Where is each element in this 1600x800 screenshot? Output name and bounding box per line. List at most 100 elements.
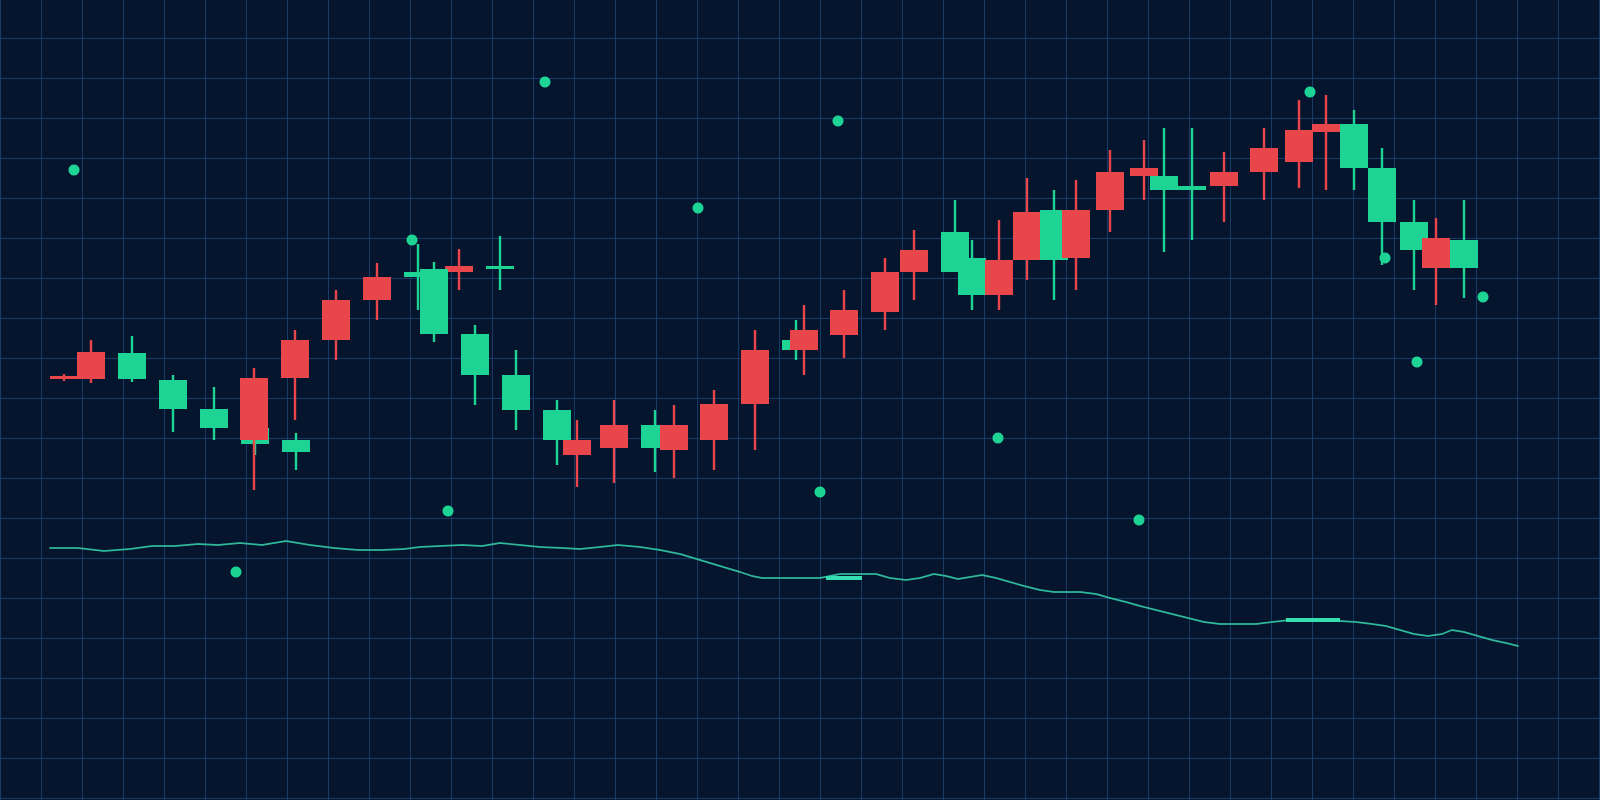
candle-body[interactable] [660,425,688,450]
candlestick[interactable] [1250,128,1278,200]
signal-dot [832,115,844,127]
signal-dot [68,164,80,176]
candlestick[interactable] [563,420,591,487]
signal-dot [442,505,454,517]
candle-body[interactable] [900,250,928,272]
candlestick[interactable] [1285,100,1313,188]
candlestick[interactable] [281,330,309,420]
candlestick[interactable] [985,220,1013,310]
candle-body[interactable] [830,310,858,335]
candle-body[interactable] [871,272,899,312]
candlestick[interactable] [871,258,899,330]
candlestick[interactable] [1340,110,1368,190]
candlestick[interactable] [1096,150,1124,232]
candlestick[interactable] [600,400,628,483]
candlestick[interactable] [77,340,105,383]
candlestick[interactable] [322,290,350,360]
candlestick[interactable] [830,290,858,358]
candle-body[interactable] [77,352,105,379]
candlestick[interactable] [1150,128,1178,252]
candle-body[interactable] [1210,172,1238,186]
signal-dot [1133,514,1145,526]
candle-body[interactable] [322,300,350,340]
candle-body[interactable] [1450,240,1478,268]
signal-dot [692,202,704,214]
candle-body[interactable] [1130,168,1158,176]
candlestick[interactable] [486,236,514,290]
candle-body[interactable] [159,380,187,409]
signal-dot [1477,291,1489,303]
candlestick[interactable] [1062,180,1090,290]
candlestick[interactable] [282,433,310,470]
signal-dot [406,234,418,246]
candle-body[interactable] [700,404,728,440]
candle-body[interactable] [445,266,473,272]
signal-dot [992,432,1004,444]
candlestick[interactable] [200,387,228,440]
candle-body[interactable] [563,440,591,455]
candlestick[interactable] [1178,128,1206,240]
candlestick[interactable] [50,374,78,381]
candle-body[interactable] [1178,186,1206,190]
candle-body[interactable] [1368,168,1396,222]
signal-dot [539,76,551,88]
scatter-signal-dots [68,76,1489,578]
signal-dot [814,486,826,498]
candle-body[interactable] [958,258,986,295]
candle-body[interactable] [1062,210,1090,258]
candle-body[interactable] [790,330,818,350]
candle-body[interactable] [404,272,432,277]
candle-body[interactable] [200,409,228,428]
candlestick[interactable] [363,263,391,320]
candlestick[interactable] [404,244,432,310]
candle-body[interactable] [1150,176,1178,190]
candlestick[interactable] [1210,152,1238,222]
candlestick[interactable] [660,405,688,478]
candle-body[interactable] [1312,124,1340,132]
candle-body[interactable] [1422,238,1450,268]
candle-body[interactable] [600,425,628,448]
candlestick[interactable] [1368,148,1396,265]
indicator-highlight-segments [826,576,1340,622]
candlestick[interactable] [1013,178,1041,280]
candlestick[interactable] [461,325,489,405]
candlestick-series[interactable] [50,95,1478,490]
candle-body[interactable] [486,266,514,269]
candle-body[interactable] [118,353,146,379]
candlestick[interactable] [958,240,986,310]
candle-body[interactable] [50,376,78,379]
candle-body[interactable] [363,277,391,300]
candlestick[interactable] [445,249,473,290]
candlestick[interactable] [1450,200,1478,298]
candlestick[interactable] [240,368,268,490]
candlestick[interactable] [790,305,818,375]
candlestick[interactable] [502,350,530,430]
candle-body[interactable] [282,440,310,452]
candle-body[interactable] [1096,172,1124,210]
candlestick[interactable] [900,230,928,300]
candle-body[interactable] [240,378,268,440]
candle-body[interactable] [1250,148,1278,172]
signal-dot [1411,356,1423,368]
candle-body[interactable] [461,334,489,375]
candle-body[interactable] [741,350,769,404]
candlestick[interactable] [159,375,187,432]
candlestick[interactable] [1130,140,1158,200]
candle-body[interactable] [1340,124,1368,168]
signal-dot [230,566,242,578]
candlestick[interactable] [1422,218,1450,305]
candlestick[interactable] [700,390,728,470]
candle-body[interactable] [420,269,448,334]
candlestick[interactable] [1312,95,1340,190]
candlestick[interactable] [741,330,769,450]
candle-body[interactable] [502,375,530,410]
candlestick[interactable] [420,262,448,342]
candle-body[interactable] [1285,130,1313,162]
candle-body[interactable] [1013,212,1041,260]
candlestick[interactable] [118,336,146,382]
candle-body[interactable] [985,260,1013,295]
candle-body[interactable] [281,340,309,378]
